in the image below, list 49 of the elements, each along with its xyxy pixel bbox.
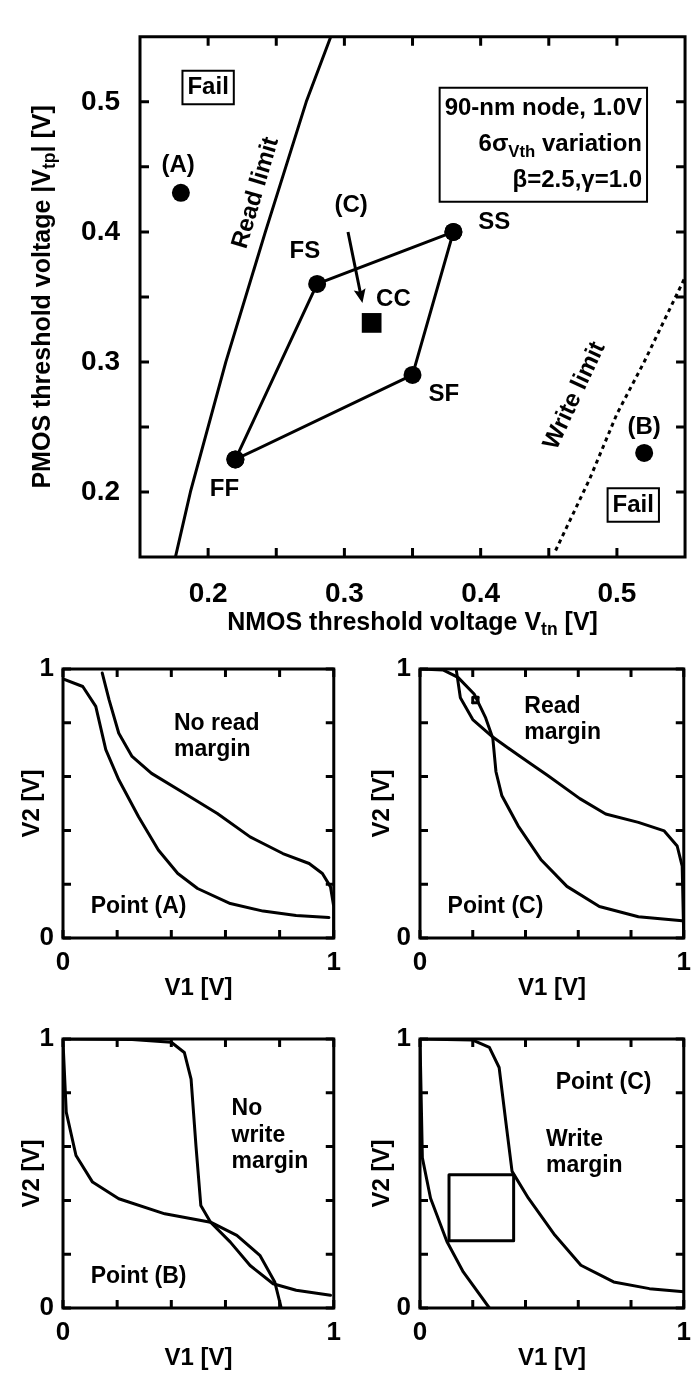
y-axis-title: V2 [V] xyxy=(16,1139,44,1208)
x-axis-title: V1 [V] xyxy=(164,972,233,1000)
y-tick-label: 0.3 xyxy=(81,344,120,376)
y-axis-title: V2 [V] xyxy=(366,769,394,838)
y-axis-title: V2 [V] xyxy=(16,769,44,838)
annotation: Read margin xyxy=(524,691,602,745)
y-tick-label: 1 xyxy=(396,652,411,683)
x-axis-title: V1 [V] xyxy=(164,1342,233,1370)
x-tick-label: 0.3 xyxy=(324,576,364,608)
annotation: SF xyxy=(428,379,460,407)
y-tick-label: 1 xyxy=(39,652,54,683)
x-axis-title: V1 [V] xyxy=(517,1342,586,1370)
y-tick-label: 0 xyxy=(39,1291,54,1322)
annotation: No read margin xyxy=(173,708,260,762)
x-tick-label: 0.4 xyxy=(461,576,501,608)
y-tick-label: 0.5 xyxy=(81,84,120,116)
annotation: (B) xyxy=(627,411,661,439)
y-tick-label: 0 xyxy=(396,921,411,952)
annotation: No write margin xyxy=(230,1094,309,1174)
annotation: (A) xyxy=(161,150,195,178)
y-axis-title: V2 [V] xyxy=(366,1139,394,1208)
x-tick-label: 1 xyxy=(676,1315,691,1346)
y-tick-label: 1 xyxy=(396,1022,411,1053)
x-tick-label: 0.5 xyxy=(597,576,637,608)
annotation: (C) xyxy=(334,190,368,218)
annotation: FF xyxy=(209,474,240,501)
annotation: Point (A) xyxy=(90,892,187,919)
annotation: Point (C) xyxy=(447,891,544,918)
annotation: Point (B) xyxy=(90,1262,187,1289)
annotation: Fail xyxy=(612,489,654,517)
y-tick-label: 1 xyxy=(39,1022,54,1053)
annotation: Fail xyxy=(187,72,229,100)
annotation: CC xyxy=(376,284,411,312)
y-tick-label: 0.4 xyxy=(81,214,121,246)
y-tick-label: 0.2 xyxy=(81,474,120,506)
y-tick-label: 0 xyxy=(39,921,54,952)
annotation: Point (C) xyxy=(555,1067,652,1094)
annotation: Write limit xyxy=(536,336,610,454)
annotation: SS xyxy=(478,207,511,235)
x-tick-label: 0.2 xyxy=(188,576,228,608)
x-tick-label: 1 xyxy=(326,945,341,976)
x-tick-label: 1 xyxy=(326,1315,341,1346)
y-axis-title: PMOS threshold voltage |Vtp| [V] xyxy=(26,105,60,489)
x-tick-label: 1 xyxy=(676,945,691,976)
x-axis-title: V1 [V] xyxy=(517,972,586,1000)
y-tick-label: 0 xyxy=(396,1291,411,1322)
annotation: Read limit xyxy=(224,133,284,252)
annotation: FS xyxy=(289,236,321,264)
annotation: Write margin xyxy=(545,1124,623,1178)
